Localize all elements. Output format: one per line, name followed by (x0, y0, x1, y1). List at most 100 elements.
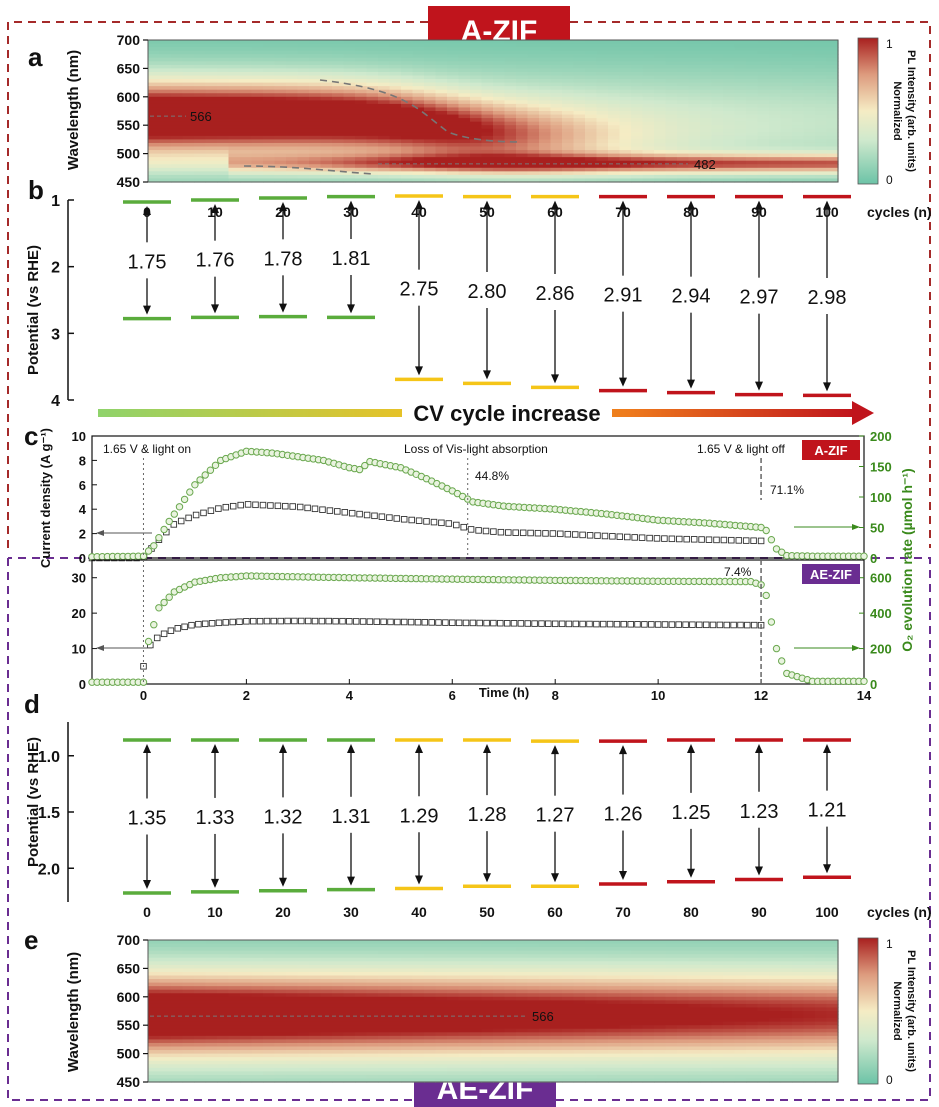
heatmap-cell (240, 71, 253, 77)
heatmap-cell (723, 167, 736, 172)
heatmap-cell (458, 1018, 471, 1023)
heatmap-cell (516, 47, 529, 52)
current-point (549, 530, 557, 537)
heatmap-cell (320, 1014, 333, 1019)
heatmap-cell (539, 47, 552, 52)
current-point (386, 514, 393, 521)
heatmap-cell (619, 111, 632, 116)
heatmap-cell (320, 142, 333, 148)
heatmap-cell (205, 1035, 218, 1040)
heatmap-cell (297, 128, 310, 133)
heatmap-cell (665, 64, 678, 69)
heatmap-cell (217, 86, 230, 91)
heatmap-cell (263, 1011, 276, 1016)
heatmap-cell (424, 171, 437, 176)
heatmap-cell (539, 89, 552, 94)
heatmap-cell (688, 68, 701, 73)
heatmap-cell (573, 82, 586, 87)
heatmap-cell (366, 961, 379, 966)
heatmap-cell (504, 1021, 517, 1026)
heatmap-cell (757, 139, 770, 144)
current-point (438, 519, 445, 527)
heatmap-cell (631, 61, 644, 66)
heatmap-cell (527, 982, 540, 987)
current-point (723, 621, 731, 629)
heatmap-cell (240, 989, 253, 994)
heatmap-cell (401, 982, 414, 987)
current-point (557, 530, 564, 538)
o2-point (201, 471, 209, 479)
heatmap-cell (309, 111, 322, 116)
heatmap-cell (343, 1028, 356, 1033)
heatmap-cell (504, 940, 517, 945)
heatmap-cell (194, 139, 207, 144)
heatmap-cell (654, 968, 667, 973)
heatmap-cell (159, 40, 172, 45)
heatmap-cell (205, 1025, 218, 1030)
heatmap-cell (263, 43, 276, 48)
heatmap-cell (631, 121, 644, 126)
heatmap-cell (734, 82, 747, 87)
heatmap-cell (654, 982, 667, 987)
heatmap-cell (297, 57, 310, 62)
heatmap-cell (516, 1057, 529, 1062)
heatmap-cell (550, 1046, 563, 1051)
heatmap-cell (677, 93, 690, 98)
heatmap-cell (343, 93, 356, 98)
heatmap-cell (320, 947, 333, 952)
heatmap-cell (366, 971, 379, 977)
heatmap-cell (458, 1032, 471, 1037)
heatmap-cell (286, 57, 299, 62)
heatmap-cell (401, 118, 414, 123)
current-point (259, 501, 267, 509)
heatmap-cell (171, 1067, 184, 1072)
heatmap-cell (378, 1011, 391, 1016)
heatmap-cell (573, 1064, 586, 1069)
heatmap-cell (493, 71, 506, 77)
heatmap-cell (596, 1021, 609, 1026)
heatmap-cell (205, 54, 218, 59)
heatmap-cell (573, 86, 586, 91)
heatmap-cell (539, 1039, 552, 1044)
heatmap-cell (493, 64, 506, 69)
heatmap-cell (159, 1003, 172, 1009)
heatmap-cell (458, 1053, 471, 1058)
heatmap-cell (688, 47, 701, 52)
heatmap-cell (562, 86, 575, 91)
heatmap-cell (286, 1025, 299, 1030)
heatmap-cell (366, 157, 379, 162)
heatmap-cell (550, 160, 563, 165)
heatmap-cell (389, 940, 402, 945)
heatmap-cell (539, 164, 552, 169)
heatmap-cell (700, 146, 713, 151)
heatmap-cell (815, 178, 828, 183)
heatmap-cell (378, 82, 391, 87)
gap-arrowhead-down (143, 305, 151, 315)
heatmap-cell (769, 132, 782, 137)
heatmap-cell (412, 40, 425, 45)
heatmap-cell (309, 968, 322, 973)
heatmap-cell (723, 139, 736, 144)
heatmap-cell (424, 128, 437, 133)
heatmap-cell (343, 150, 356, 155)
heatmap-cell (700, 96, 713, 101)
heatmap-cell (240, 947, 253, 952)
heatmap-cell (194, 40, 207, 45)
heatmap-cell (504, 160, 517, 165)
current-point (339, 617, 346, 625)
heatmap-cell (654, 61, 667, 66)
heatmap-cell (527, 964, 540, 969)
heatmap-cell (504, 153, 517, 158)
heatmap-cell (274, 1071, 287, 1076)
heatmap-cell (608, 111, 621, 116)
heatmap-cell (596, 1039, 609, 1044)
heatmap-cell (389, 1078, 402, 1083)
heatmap-cell (631, 93, 644, 98)
heatmap-cell (470, 93, 483, 98)
heatmap-cell (228, 1046, 241, 1051)
heatmap-cell (677, 68, 690, 73)
heatmap-cell (665, 71, 678, 77)
y2-tick-label: 400 (870, 606, 892, 621)
gap-value-label: 2.75 (400, 279, 439, 301)
heatmap-cell (159, 174, 172, 180)
